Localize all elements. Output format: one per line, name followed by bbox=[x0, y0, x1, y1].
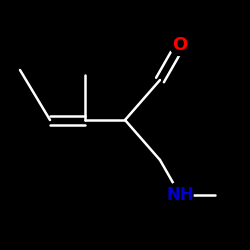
Circle shape bbox=[167, 182, 193, 208]
Text: NH: NH bbox=[166, 186, 194, 204]
Text: O: O bbox=[172, 36, 188, 54]
Circle shape bbox=[170, 34, 190, 56]
